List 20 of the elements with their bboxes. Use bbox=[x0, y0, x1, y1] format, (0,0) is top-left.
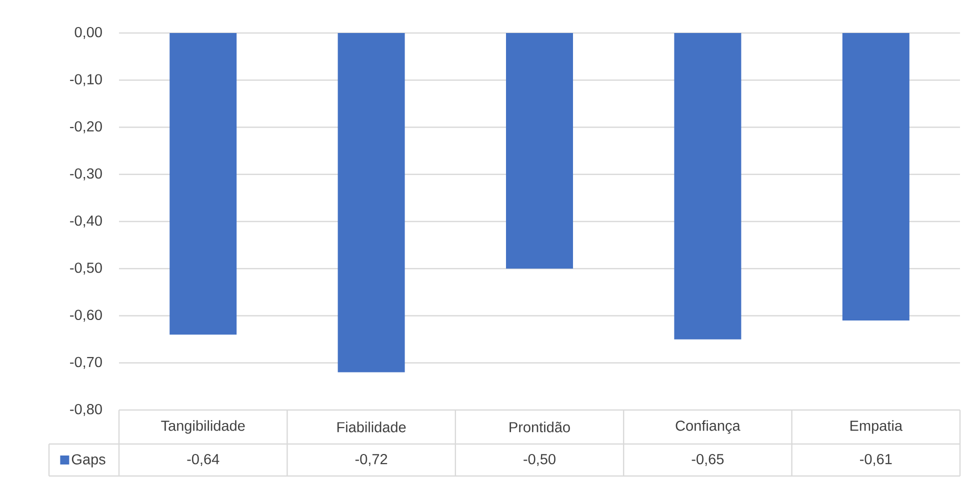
y-tick-label: -0,30 bbox=[70, 168, 102, 180]
y-tick-label: 0,00 bbox=[74, 27, 102, 39]
y-tick-label: -0,60 bbox=[70, 310, 102, 322]
y-tick-label: -0,20 bbox=[70, 121, 102, 134]
y-tick-label: -0,70 bbox=[70, 356, 102, 369]
data-label: -0,61 bbox=[860, 454, 892, 466]
y-tick-label: -0,50 bbox=[70, 262, 102, 275]
x-tick-label: Tangibilidade bbox=[161, 420, 245, 434]
data-label: -0,50 bbox=[524, 454, 556, 466]
y-tick-label: -0,40 bbox=[70, 216, 102, 228]
y-tick-label: -0,80 bbox=[70, 404, 102, 416]
legend-label: Gaps bbox=[72, 454, 106, 468]
x-tick-label: Prontidão bbox=[510, 422, 570, 432]
x-tick-label: Fiabilidade bbox=[337, 422, 406, 432]
x-tick-label: Empatia bbox=[850, 420, 902, 434]
data-label: -0,65 bbox=[692, 454, 724, 466]
x-tick-label: Confiança bbox=[676, 420, 740, 434]
y-tick-label: -0,10 bbox=[70, 74, 102, 86]
data-label: -0,64 bbox=[187, 454, 220, 466]
data-label: -0,72 bbox=[355, 454, 388, 466]
